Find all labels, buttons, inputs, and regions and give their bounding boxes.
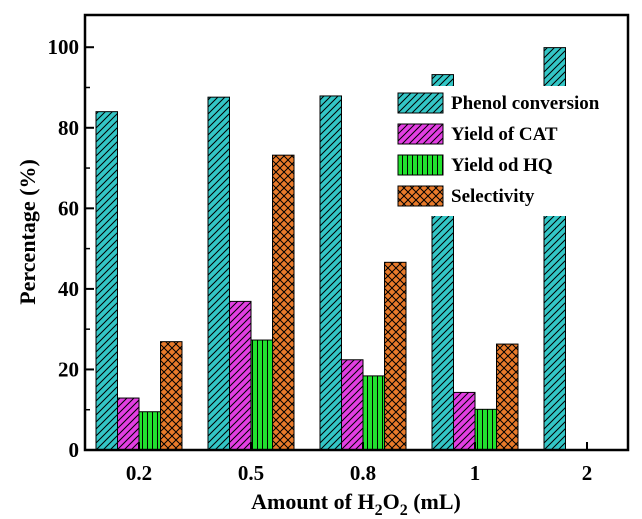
legend-label: Phenol conversion <box>451 93 600 114</box>
bar-pattern <box>384 261 407 451</box>
bar-pattern <box>117 397 140 451</box>
bar-pattern <box>474 408 497 451</box>
x-tick-label: 2 <box>582 461 593 485</box>
legend-swatch-pattern <box>397 185 444 207</box>
bar-pattern <box>229 300 252 451</box>
legend: Phenol conversion Yield of CAT Yield od HQ… <box>390 86 619 216</box>
bar-pattern <box>138 411 161 451</box>
x-axis: 0.2 0.5 0.8 1 2 <box>126 442 592 485</box>
y-axis: 0 20 40 60 80 100 <box>48 35 94 462</box>
x-axis-title-subscript: 2 <box>400 502 408 519</box>
bar-pattern <box>250 339 273 451</box>
y-tick-label: 100 <box>48 35 80 59</box>
x-tick-label: 0.2 <box>126 461 152 485</box>
bar-pattern <box>362 375 385 451</box>
bar-pattern <box>95 111 118 451</box>
bar-pattern <box>496 343 519 451</box>
legend-swatch-pattern <box>397 123 444 145</box>
legend-label: Yield od HQ <box>451 155 553 176</box>
bar-pattern <box>272 154 295 451</box>
y-tick-label: 40 <box>58 277 79 301</box>
legend-label: Yield of CAT <box>451 124 558 145</box>
x-axis-title-subscript: 2 <box>375 502 383 519</box>
legend-swatch-pattern <box>397 154 444 176</box>
bar-pattern <box>319 95 342 451</box>
y-tick-label: 0 <box>69 438 80 462</box>
plot-frame <box>83 13 630 452</box>
x-tick-label: 0.5 <box>238 461 264 485</box>
x-axis-title: Amount of H2O2 (mL) <box>251 489 461 519</box>
legend-label: Selectivity <box>451 186 535 207</box>
x-axis-title-part: Amount of H <box>251 489 374 514</box>
x-axis-title-part: (mL) <box>408 489 461 514</box>
y-tick-label: 20 <box>58 357 79 381</box>
bar-pattern <box>207 96 230 451</box>
legend-swatch-pattern <box>397 92 444 114</box>
y-tick-label: 80 <box>58 116 79 140</box>
bar-pattern <box>453 391 476 451</box>
y-tick-label: 60 <box>58 196 79 220</box>
x-axis-title-part: O <box>383 489 400 514</box>
x-tick-label: 1 <box>470 461 481 485</box>
x-tick-label: 0.8 <box>350 461 376 485</box>
y-axis-title: Percentage (%) <box>15 159 40 305</box>
bar-pattern <box>160 341 183 451</box>
bar-pattern <box>341 359 364 451</box>
